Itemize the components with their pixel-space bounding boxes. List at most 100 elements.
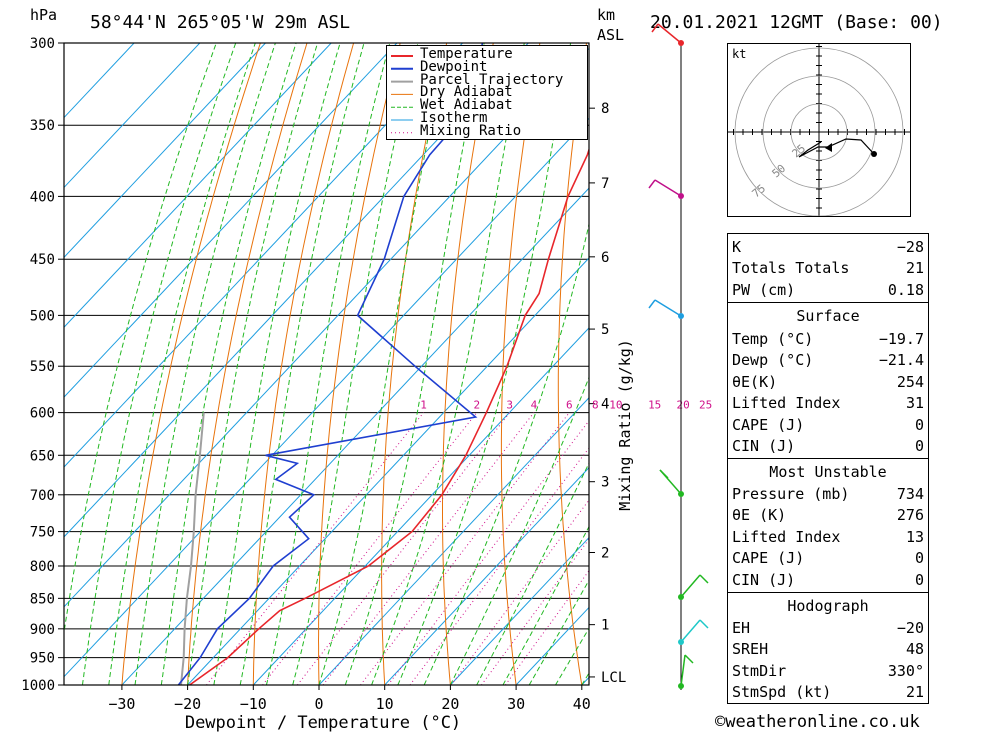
hodo-ring-label: 50 <box>770 162 789 180</box>
legend-item: Parcel Trajectory <box>420 71 564 88</box>
wet-adiabat-line <box>239 43 365 685</box>
mixing-ratio-label: 8 <box>592 399 599 412</box>
isotherm-line <box>64 43 201 189</box>
index-name: CIN (J) <box>732 437 796 456</box>
indices-basic-block: K −28 Totals Totals 21 PW (cm) 0.18 <box>727 233 929 303</box>
index-name: Lifted Index <box>732 394 841 413</box>
wind-level-dot <box>678 639 684 645</box>
wet-adiabat-line <box>397 43 572 685</box>
wet-adiabat-line <box>528 579 589 685</box>
index-name: SREH <box>732 640 769 659</box>
index-row: EH −20 <box>728 617 928 639</box>
index-value: 254 <box>896 372 924 391</box>
wet-adiabat-line <box>64 43 217 636</box>
mixing-ratio-label: 10 <box>609 399 622 412</box>
dry-adiabat-line <box>317 43 401 685</box>
wet-adiabat-line <box>318 43 450 685</box>
hodo-ring <box>790 103 848 161</box>
temperature-tick-label: 20 <box>441 695 459 713</box>
pressure-tick-label: 500 <box>30 308 55 324</box>
index-row: Lifted Index 31 <box>728 393 928 415</box>
km-tick-label: 6 <box>601 250 609 266</box>
wet-adiabat-line <box>134 43 276 685</box>
wind-barb-feather <box>699 619 709 629</box>
wind-level-dot <box>678 594 684 600</box>
temperature-tick-label: 0 <box>314 695 323 713</box>
wind-barb-staff <box>680 574 701 598</box>
mixing-ratio-line <box>409 447 589 685</box>
index-value: 0 <box>914 549 924 568</box>
location-title: 58°44'N 265°05'W 29m ASL <box>90 12 351 33</box>
hodo-trace <box>798 138 875 158</box>
index-row: StmSpd (kt) 21 <box>728 682 928 704</box>
index-value: 21 <box>905 259 924 278</box>
index-value: 13 <box>905 527 924 546</box>
wind-barb-staff <box>680 654 686 687</box>
isotherm-line <box>318 397 589 685</box>
index-name: K <box>732 237 742 256</box>
wet-adiabat-line <box>476 461 589 685</box>
index-value: 734 <box>896 484 924 503</box>
legend-item: Dewpoint <box>420 58 488 75</box>
index-row: PW (cm) 0.18 <box>728 279 928 301</box>
wind-barb-staff <box>654 179 682 197</box>
index-name: Temp (°C) <box>732 329 814 348</box>
index-value: 31 <box>905 394 924 413</box>
index-row: StmDir 330° <box>728 660 928 682</box>
km-tick-label: 4 <box>601 397 609 413</box>
index-name: CIN (J) <box>732 570 796 589</box>
wind-barb-feather <box>648 179 656 189</box>
mixing-ratio-label: 25 <box>699 399 712 412</box>
wet-adiabat-line <box>423 221 589 685</box>
pressure-tick-label: 400 <box>30 189 55 205</box>
index-value: 276 <box>896 506 924 525</box>
mixing-ratio-label: 15 <box>648 399 661 412</box>
pressure-tick-label: 650 <box>30 448 55 464</box>
index-value: −28 <box>896 237 924 256</box>
index-row: K −28 <box>728 236 928 258</box>
indices-hodograph-block: Hodograph EH −20 SREH 48 StmDir 330° StmSpd (k… <box>727 592 929 704</box>
index-value: −21.4 <box>878 351 924 370</box>
index-value: 0 <box>914 570 924 589</box>
hodograph-panel: kt 25 50 75 <box>727 43 911 218</box>
index-value: 0 <box>914 437 924 456</box>
legend-item: Dry Adiabat <box>420 84 513 101</box>
isotherm-line <box>64 43 266 259</box>
wind-barb-feather <box>651 23 659 33</box>
legend-item: Wet Adiabat <box>420 97 513 114</box>
index-row: CAPE (J) 0 <box>728 414 928 436</box>
wind-level-dot <box>678 313 684 319</box>
pressure-tick-label: 800 <box>30 559 55 575</box>
pressure-tick-label: 750 <box>30 525 55 541</box>
index-row: Pressure (mb) 734 <box>728 483 928 505</box>
hodo-top-dot <box>871 151 877 157</box>
dry-adiabat-line <box>121 43 261 685</box>
wind-barb-feather <box>648 299 656 309</box>
legend-swatches <box>391 55 413 134</box>
mixing-ratio-label: 4 <box>531 399 538 412</box>
datetime-title: 20.01.2021 12GMT (Base: 00) <box>650 12 943 33</box>
index-row: CAPE (J) 0 <box>728 548 928 570</box>
mixing-ratio-label: 6 <box>566 399 573 412</box>
dry-adiabat-line <box>187 43 308 685</box>
index-row: Temp (°C) −19.7 <box>728 328 928 350</box>
index-row: CIN (J) 0 <box>728 436 928 458</box>
footer-credit[interactable]: ©weatheronline.co.uk <box>715 712 920 732</box>
pressure-tick-label: 700 <box>30 488 55 504</box>
indices-most-unstable-block: Most Unstable Pressure (mb) 734 θE (K) 276 L… <box>727 458 929 593</box>
index-value: 0.18 <box>887 280 924 299</box>
wet-adiabat-line <box>108 43 256 685</box>
temperature-tick-label: 30 <box>507 695 525 713</box>
wind-level-dot <box>678 193 684 199</box>
dry-adiabat-line <box>959 43 1000 685</box>
wind-barb-feather <box>684 654 694 664</box>
x-axis-label: Dewpoint / Temperature (°C) <box>185 713 461 733</box>
indices-surface-block: Surface Temp (°C) −19.7 Dewp (°C) −21.4 θE(K… <box>727 302 929 459</box>
index-row: SREH 48 <box>728 639 928 661</box>
dry-adiabat-line <box>381 43 448 685</box>
wet-adiabat-line <box>160 43 297 685</box>
index-name: Pressure (mb) <box>732 484 850 503</box>
temperature-tick-label: −20 <box>174 695 201 713</box>
mixing-ratio-label: 2 <box>473 399 480 412</box>
wet-adiabat-line <box>82 43 237 685</box>
